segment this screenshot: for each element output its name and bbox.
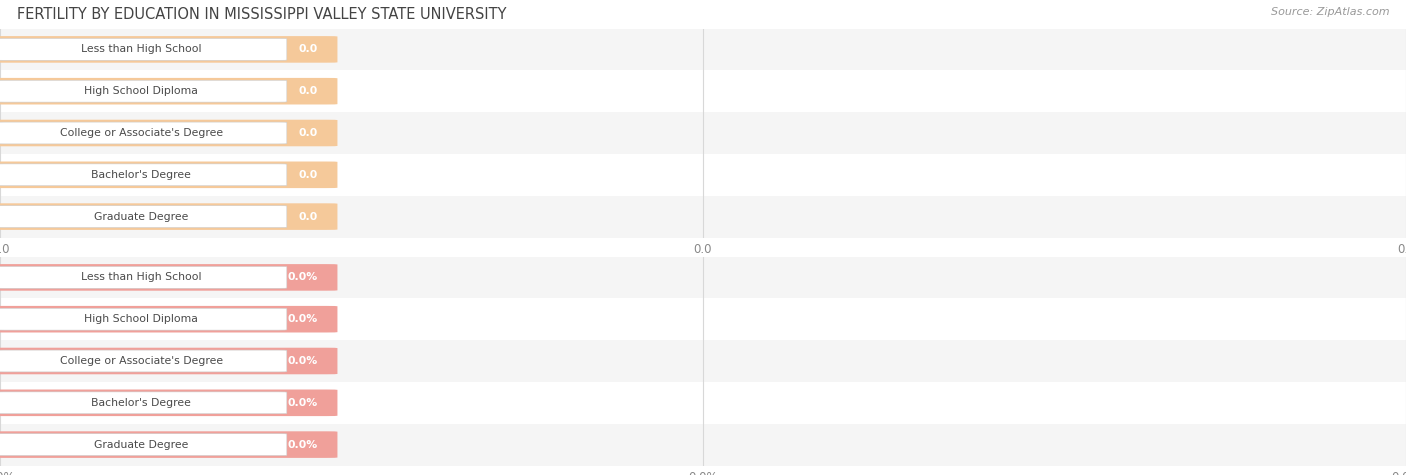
Text: 0.0%: 0.0% <box>287 398 318 408</box>
Text: Graduate Degree: Graduate Degree <box>94 439 188 450</box>
Bar <box>0 424 1406 466</box>
Bar <box>0 196 1406 238</box>
FancyBboxPatch shape <box>0 122 287 144</box>
FancyBboxPatch shape <box>0 392 287 414</box>
FancyBboxPatch shape <box>0 431 337 458</box>
FancyBboxPatch shape <box>0 78 337 104</box>
Text: High School Diploma: High School Diploma <box>84 86 198 96</box>
Text: College or Associate's Degree: College or Associate's Degree <box>59 356 224 366</box>
Text: 0.0: 0.0 <box>298 44 318 55</box>
Bar <box>0 70 1406 112</box>
Text: 0.0%: 0.0% <box>287 439 318 450</box>
Bar <box>0 154 1406 196</box>
FancyBboxPatch shape <box>0 434 287 456</box>
Bar <box>0 340 1406 382</box>
Text: College or Associate's Degree: College or Associate's Degree <box>59 128 224 138</box>
Text: Bachelor's Degree: Bachelor's Degree <box>91 398 191 408</box>
Text: 0.0%: 0.0% <box>287 314 318 324</box>
FancyBboxPatch shape <box>0 38 287 60</box>
FancyBboxPatch shape <box>0 206 287 228</box>
FancyBboxPatch shape <box>0 120 337 146</box>
Text: FERTILITY BY EDUCATION IN MISSISSIPPI VALLEY STATE UNIVERSITY: FERTILITY BY EDUCATION IN MISSISSIPPI VA… <box>17 7 506 22</box>
Text: 0.0: 0.0 <box>298 211 318 222</box>
Text: High School Diploma: High School Diploma <box>84 314 198 324</box>
FancyBboxPatch shape <box>0 162 337 188</box>
FancyBboxPatch shape <box>0 306 337 332</box>
Bar <box>0 112 1406 154</box>
Bar <box>0 298 1406 340</box>
FancyBboxPatch shape <box>0 203 337 230</box>
Text: 0.0%: 0.0% <box>287 356 318 366</box>
Text: Less than High School: Less than High School <box>82 272 201 283</box>
FancyBboxPatch shape <box>0 266 287 288</box>
FancyBboxPatch shape <box>0 308 287 330</box>
Text: 0.0: 0.0 <box>298 170 318 180</box>
FancyBboxPatch shape <box>0 348 337 374</box>
FancyBboxPatch shape <box>0 36 337 63</box>
FancyBboxPatch shape <box>0 390 337 416</box>
FancyBboxPatch shape <box>0 264 337 291</box>
Text: 0.0%: 0.0% <box>287 272 318 283</box>
Text: Less than High School: Less than High School <box>82 44 201 55</box>
Bar <box>0 28 1406 70</box>
Text: Source: ZipAtlas.com: Source: ZipAtlas.com <box>1271 7 1389 17</box>
FancyBboxPatch shape <box>0 350 287 372</box>
Bar <box>0 256 1406 298</box>
Text: Bachelor's Degree: Bachelor's Degree <box>91 170 191 180</box>
FancyBboxPatch shape <box>0 164 287 186</box>
FancyBboxPatch shape <box>0 80 287 102</box>
Text: 0.0: 0.0 <box>298 86 318 96</box>
Bar <box>0 382 1406 424</box>
Text: Graduate Degree: Graduate Degree <box>94 211 188 222</box>
Text: 0.0: 0.0 <box>298 128 318 138</box>
